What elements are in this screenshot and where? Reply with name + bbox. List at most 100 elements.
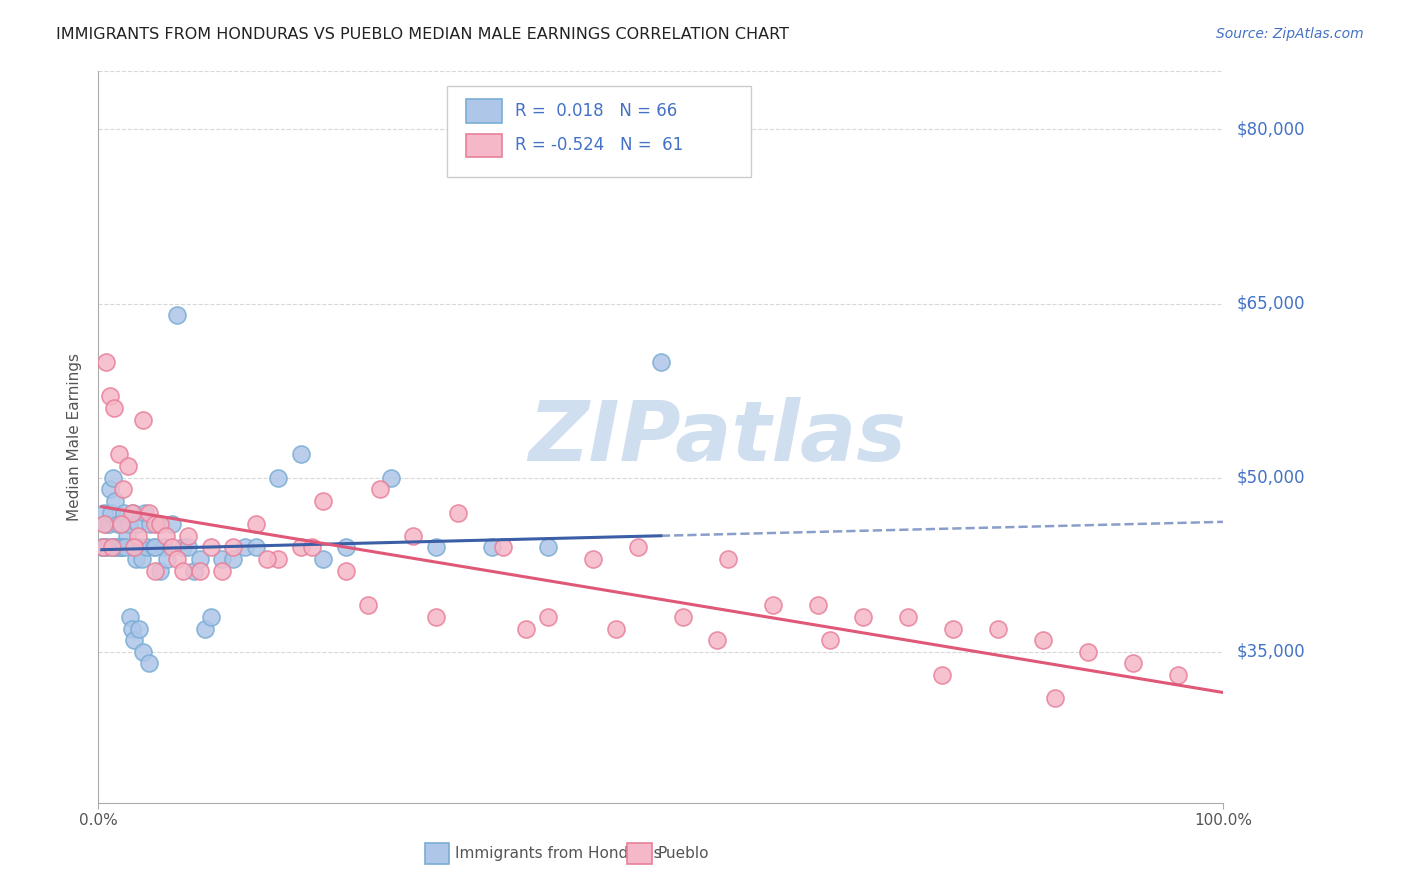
- Point: [172, 564, 194, 578]
- Point: [425, 610, 447, 624]
- Text: $50,000: $50,000: [1237, 468, 1306, 487]
- Point: [132, 412, 155, 426]
- Point: [122, 506, 145, 520]
- Point: [492, 541, 515, 555]
- Point: [172, 541, 194, 555]
- Point: [112, 483, 135, 497]
- Point: [138, 506, 160, 520]
- Point: [107, 541, 129, 555]
- Point: [101, 541, 124, 555]
- Point: [129, 541, 152, 555]
- Point: [118, 610, 141, 624]
- Point: [114, 541, 136, 555]
- Point: [188, 552, 211, 566]
- Point: [166, 552, 188, 566]
- FancyBboxPatch shape: [425, 843, 450, 863]
- Point: [139, 517, 162, 532]
- Point: [160, 541, 183, 555]
- Point: [105, 541, 128, 555]
- Point: [301, 541, 323, 555]
- Point: [111, 517, 134, 532]
- Point: [138, 657, 160, 671]
- Point: [481, 541, 503, 555]
- Point: [118, 517, 141, 532]
- Point: [152, 541, 174, 555]
- Point: [312, 552, 335, 566]
- Point: [103, 401, 125, 415]
- Point: [96, 541, 118, 555]
- Point: [149, 564, 172, 578]
- Point: [183, 564, 205, 578]
- Point: [142, 541, 165, 555]
- Point: [222, 552, 245, 566]
- Point: [706, 633, 728, 648]
- Point: [582, 552, 605, 566]
- Text: R = -0.524   N =  61: R = -0.524 N = 61: [515, 136, 683, 154]
- Point: [672, 610, 695, 624]
- Point: [335, 564, 357, 578]
- FancyBboxPatch shape: [467, 99, 502, 122]
- Point: [149, 517, 172, 532]
- Point: [211, 552, 233, 566]
- Point: [94, 541, 117, 555]
- FancyBboxPatch shape: [627, 843, 652, 863]
- Point: [194, 622, 217, 636]
- Point: [267, 471, 290, 485]
- Text: $65,000: $65,000: [1237, 294, 1306, 312]
- Point: [117, 459, 139, 474]
- Point: [110, 541, 132, 555]
- Point: [160, 517, 183, 532]
- Point: [380, 471, 402, 485]
- Y-axis label: Median Male Earnings: Median Male Earnings: [67, 353, 83, 521]
- Point: [200, 541, 222, 555]
- Point: [124, 633, 146, 648]
- Point: [177, 529, 200, 543]
- Point: [987, 622, 1010, 636]
- Point: [112, 506, 135, 520]
- Point: [124, 541, 146, 555]
- Point: [368, 483, 391, 497]
- Point: [91, 541, 114, 555]
- Point: [177, 541, 200, 555]
- Point: [93, 517, 115, 532]
- Point: [537, 610, 560, 624]
- Point: [128, 622, 150, 636]
- Point: [605, 622, 627, 636]
- Point: [100, 506, 122, 520]
- Point: [1032, 633, 1054, 648]
- Point: [1043, 691, 1066, 706]
- Point: [97, 517, 120, 532]
- Point: [98, 483, 121, 497]
- Point: [96, 354, 118, 368]
- Point: [143, 541, 166, 555]
- Text: $80,000: $80,000: [1237, 120, 1306, 138]
- Point: [166, 308, 188, 322]
- Point: [101, 541, 124, 555]
- Point: [104, 494, 127, 508]
- Point: [98, 389, 121, 403]
- Point: [124, 552, 146, 566]
- Point: [96, 517, 118, 532]
- Point: [101, 471, 124, 485]
- Point: [107, 448, 129, 462]
- Point: [143, 517, 166, 532]
- Point: [134, 506, 156, 520]
- Point: [155, 529, 177, 543]
- Point: [245, 517, 267, 532]
- Point: [818, 633, 841, 648]
- Point: [121, 622, 143, 636]
- Point: [1077, 645, 1099, 659]
- Point: [717, 552, 740, 566]
- Point: [312, 494, 335, 508]
- Text: Immigrants from Honduras: Immigrants from Honduras: [456, 846, 662, 861]
- Point: [931, 668, 953, 682]
- Point: [90, 541, 112, 555]
- FancyBboxPatch shape: [447, 86, 751, 178]
- Point: [256, 552, 278, 566]
- Point: [115, 529, 138, 543]
- Point: [200, 610, 222, 624]
- Point: [135, 541, 157, 555]
- Text: ZIPatlas: ZIPatlas: [529, 397, 905, 477]
- Point: [120, 541, 142, 555]
- Point: [245, 541, 267, 555]
